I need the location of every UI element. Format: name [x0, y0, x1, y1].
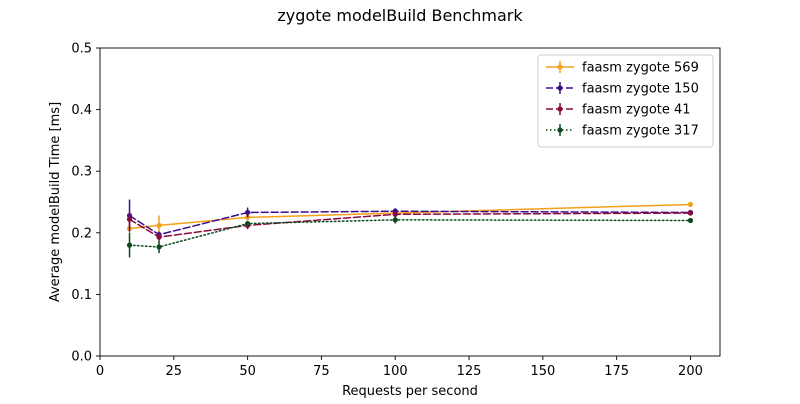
- data-point-s3-p3: [392, 217, 398, 223]
- y-tick-label-0: 0.0: [71, 350, 92, 365]
- legend-box: [537, 54, 714, 148]
- data-point-s3-p4: [687, 217, 694, 224]
- y-axis-label: Average modelBuild Time [ms]: [48, 102, 63, 302]
- plot-area: [126, 199, 694, 258]
- legend-label-1: faasm zygote 150: [582, 82, 699, 97]
- data-point-s3-p0: [126, 242, 133, 248]
- x-tick-label-0: 0: [96, 364, 104, 379]
- x-axis-label: Requests per second: [342, 384, 478, 399]
- legend-label-3: faasm zygote 317: [582, 124, 699, 139]
- x-tick-label-3: 75: [313, 364, 330, 379]
- y-tick-label-5: 0.5: [71, 42, 92, 57]
- y-tick-label-3: 0.3: [71, 165, 92, 180]
- legend: faasm zygote 569 faasm zygote 150 faasm zy…: [537, 54, 714, 148]
- chart-title: zygote modelBuild Benchmark: [277, 6, 523, 25]
- x-tick-label-2: 50: [239, 364, 256, 379]
- x-tick-label-7: 175: [604, 364, 629, 379]
- y-tick-label-4: 0.4: [71, 103, 92, 118]
- y-tick-label-2: 0.2: [71, 226, 92, 241]
- x-tick-label-4: 100: [383, 364, 408, 379]
- data-point-s1-p2: [245, 209, 251, 216]
- data-point-s0-p1: [156, 222, 162, 229]
- legend-marker-3: [557, 127, 563, 133]
- data-point-s2-p4: [687, 210, 694, 216]
- legend-label-2: faasm zygote 41: [582, 103, 691, 118]
- data-point-s2-p3: [392, 211, 398, 217]
- data-point-s2-p1: [156, 234, 162, 240]
- x-tick-label-6: 150: [530, 364, 555, 379]
- x-tick-label-8: 200: [678, 364, 703, 379]
- legend-marker-2: [557, 106, 563, 112]
- legend-label-0: faasm zygote 569: [582, 61, 699, 76]
- y-tick-label-1: 0.1: [71, 288, 92, 303]
- axes-frame: [99, 47, 721, 357]
- legend-marker-0: [557, 64, 563, 70]
- data-point-s3-p1: [156, 244, 162, 250]
- x-tick-label-1: 25: [166, 364, 183, 379]
- data-point-s3-p2: [245, 220, 251, 227]
- data-point-s2-p0: [126, 216, 133, 222]
- x-tick-label-5: 125: [457, 364, 482, 379]
- data-point-s0-p4: [687, 201, 694, 208]
- legend-marker-1: [557, 85, 563, 91]
- axes: 0 25 50 75 100 125 150 175 200 0.0 0.1 0.2 0.3 0.4 0.5: [71, 42, 721, 379]
